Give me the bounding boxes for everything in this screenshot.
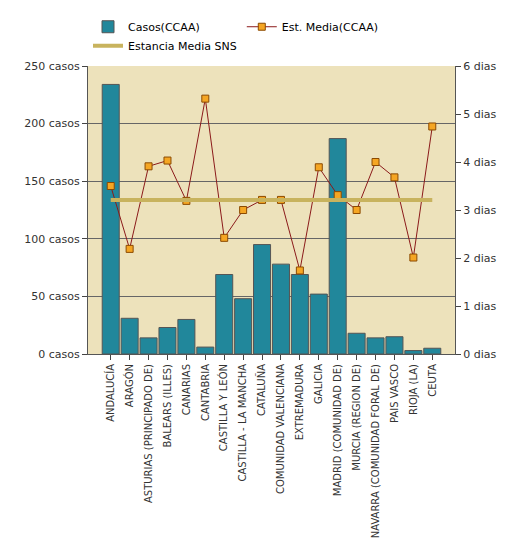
svg-text:MURCIA (REGION DE): MURCIA (REGION DE) bbox=[351, 364, 362, 471]
svg-text:150 casos: 150 casos bbox=[24, 175, 80, 188]
svg-text:CEUTA: CEUTA bbox=[427, 364, 438, 397]
svg-text:50 casos: 50 casos bbox=[31, 290, 80, 303]
svg-text:ANDALUCÍA: ANDALUCÍA bbox=[104, 364, 116, 422]
svg-text:200 casos: 200 casos bbox=[24, 117, 80, 130]
svg-text:RIOJA (LA): RIOJA (LA) bbox=[408, 364, 419, 415]
svg-text:Casos(CCAA): Casos(CCAA) bbox=[128, 21, 200, 34]
svg-text:3 dias: 3 dias bbox=[463, 204, 496, 217]
svg-text:6 dias: 6 dias bbox=[463, 60, 496, 73]
svg-text:Estancia Media SNS: Estancia Media SNS bbox=[128, 40, 237, 53]
svg-text:NAVARRA (COMUNIDAD FORAL DE): NAVARRA (COMUNIDAD FORAL DE) bbox=[370, 364, 381, 538]
svg-text:MADRID (COMUNIDAD DE): MADRID (COMUNIDAD DE) bbox=[332, 364, 343, 496]
svg-text:GALICIA: GALICIA bbox=[313, 364, 324, 404]
svg-text:5 dias: 5 dias bbox=[463, 108, 496, 121]
svg-text:CANARIAS: CANARIAS bbox=[181, 364, 192, 415]
svg-text:Est. Media(CCAA): Est. Media(CCAA) bbox=[282, 21, 378, 34]
svg-text:CASTILLA - LA MANCHA: CASTILLA - LA MANCHA bbox=[237, 364, 248, 482]
svg-text:0 dias: 0 dias bbox=[463, 348, 496, 361]
svg-text:0 casos: 0 casos bbox=[38, 348, 80, 361]
svg-text:BALEARS (ILLES): BALEARS (ILLES) bbox=[162, 364, 173, 448]
svg-text:ARAGÓN: ARAGÓN bbox=[123, 364, 135, 407]
svg-text:EXTREMADURA: EXTREMADURA bbox=[294, 364, 305, 440]
svg-text:COMUNIDAD VALENCIANA: COMUNIDAD VALENCIANA bbox=[275, 364, 286, 494]
svg-text:CASTILLA Y LEÓN: CASTILLA Y LEÓN bbox=[217, 364, 229, 451]
svg-text:250 casos: 250 casos bbox=[24, 60, 80, 73]
svg-text:2 dias: 2 dias bbox=[463, 252, 496, 265]
svg-text:ASTURIAS (PRINCIPADO DE): ASTURIAS (PRINCIPADO DE) bbox=[143, 364, 154, 503]
svg-text:100 casos: 100 casos bbox=[24, 233, 80, 246]
svg-text:4 dias: 4 dias bbox=[463, 156, 496, 169]
svg-text:PAIS VASCO: PAIS VASCO bbox=[389, 364, 400, 423]
svg-text:CANTABRIA: CANTABRIA bbox=[200, 364, 211, 421]
svg-text:1 dias: 1 dias bbox=[463, 300, 496, 313]
svg-text:CATALUÑA: CATALUÑA bbox=[255, 364, 267, 416]
